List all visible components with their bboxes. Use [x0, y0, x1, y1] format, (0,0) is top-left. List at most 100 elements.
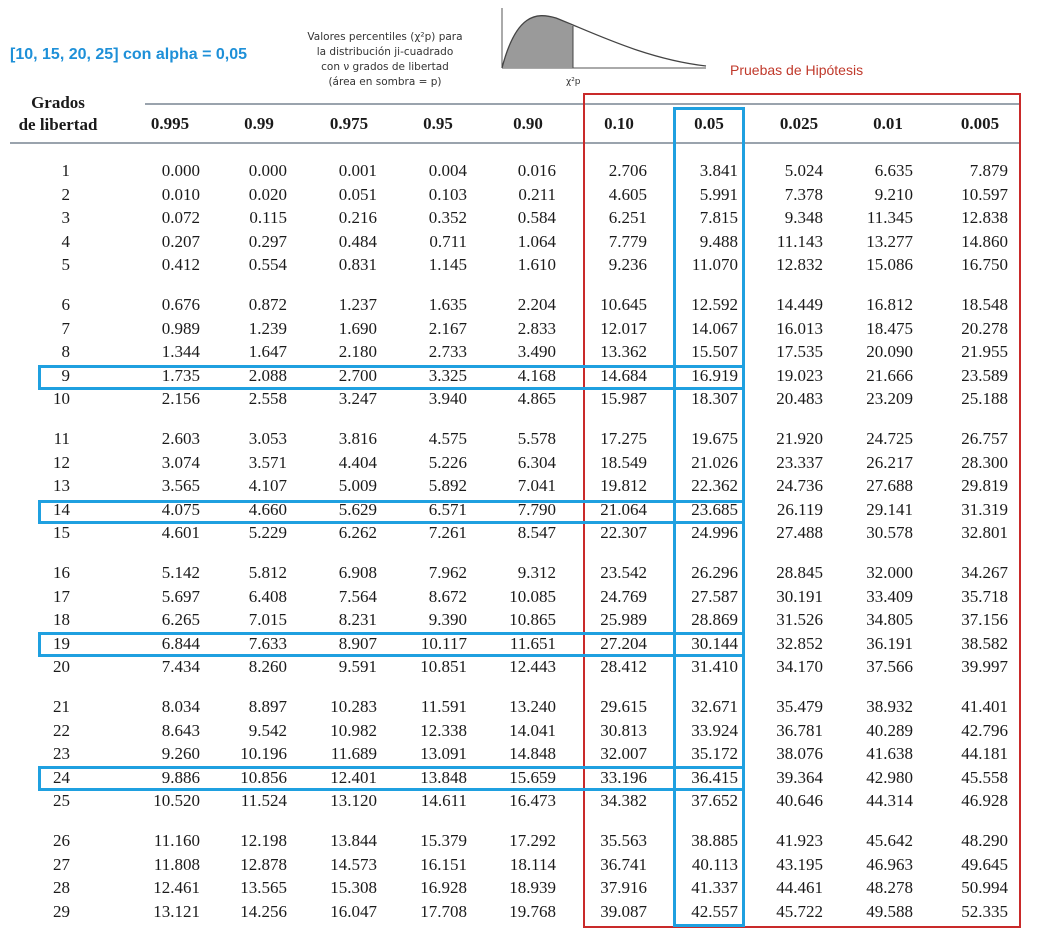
- table-cell: 13.277: [866, 231, 913, 251]
- df-cell: 20: [53, 657, 70, 677]
- table-cell: 36.741: [600, 854, 647, 874]
- table-cell: 20.090: [866, 342, 913, 362]
- table-cell: 14.684: [600, 365, 647, 385]
- table-cell: 3.571: [248, 452, 287, 472]
- table-cell: 3.841: [699, 161, 738, 180]
- table-cell: 0.297: [248, 231, 287, 251]
- table-cell: 42.796: [961, 720, 1008, 740]
- table-cell: 50.994: [961, 878, 1008, 898]
- table-cell: 34.170: [776, 657, 823, 677]
- table-cell: 40.289: [866, 720, 913, 740]
- table-cell: 0.412: [161, 255, 200, 275]
- table-cell: 11.345: [866, 208, 913, 228]
- table-cell: 19.023: [776, 365, 823, 385]
- table-cell: 9.312: [517, 563, 556, 582]
- table-cell: 6.304: [517, 452, 556, 472]
- df-cell: 16: [53, 563, 70, 582]
- table-cell: 8.897: [248, 697, 287, 716]
- table-cell: 27.204: [600, 633, 647, 653]
- table-cell: 2.603: [161, 429, 200, 448]
- table-cell: 6.844: [161, 633, 200, 653]
- table-cell: 40.113: [691, 854, 738, 874]
- df-cell: 7: [61, 318, 71, 338]
- table-cell: 16.473: [509, 791, 556, 811]
- df-cell: 25: [53, 791, 70, 811]
- table-cell: 0.103: [428, 184, 467, 204]
- table-cell: 7.962: [428, 563, 467, 582]
- table-cell: 9.260: [161, 744, 200, 764]
- table-cell: 13.120: [330, 791, 377, 811]
- table-cell: 10.597: [961, 184, 1008, 204]
- table-cell: 5.009: [338, 476, 377, 496]
- table-cell: 43.195: [776, 854, 823, 874]
- table-cell: 0.216: [338, 208, 377, 228]
- table-cell: 21.026: [691, 452, 738, 472]
- table-cell: 5.812: [248, 563, 287, 582]
- caption-line: (área en sombra = p): [328, 76, 442, 88]
- table-cell: 29.819: [961, 476, 1008, 496]
- df-cell: 21: [53, 697, 70, 716]
- table-cell: 8.547: [517, 523, 556, 543]
- df-cell: 5: [61, 255, 71, 275]
- df-cell: 9: [61, 365, 71, 385]
- table-cell: 7.790: [517, 499, 556, 519]
- df-cell: 12: [53, 452, 70, 472]
- table-cell: 22.307: [600, 523, 647, 543]
- table-cell: 19.675: [691, 429, 738, 448]
- df-cell: 15: [53, 523, 70, 543]
- table-cell: 44.181: [961, 744, 1008, 764]
- df-cell: 19: [53, 633, 70, 653]
- table-cell: 28.300: [961, 452, 1008, 472]
- table-cell: 2.833: [517, 318, 556, 338]
- table-cell: 11.143: [776, 231, 823, 251]
- table-cell: 20.483: [776, 389, 823, 409]
- table-cell: 10.982: [330, 720, 377, 740]
- table-cell: 12.832: [776, 255, 823, 275]
- table-cell: 4.605: [608, 184, 647, 204]
- table-cell: 27.587: [691, 586, 738, 606]
- df-cell: 1: [61, 161, 71, 180]
- table-cell: 28.845: [776, 563, 823, 582]
- table-cell: 34.382: [600, 791, 647, 811]
- table-cell: 21.920: [776, 429, 823, 448]
- table-cell: 14.848: [509, 744, 556, 764]
- table-cell: 7.879: [969, 161, 1008, 180]
- table-cell: 3.325: [428, 365, 467, 385]
- table-cell: 16.919: [691, 365, 738, 385]
- table-cell: 45.642: [866, 831, 913, 850]
- table-cell: 31.319: [961, 499, 1008, 519]
- table-cell: 14.041: [509, 720, 556, 740]
- table-cell: 29.141: [866, 499, 913, 519]
- df-header-line: de libertad: [18, 115, 98, 134]
- table-cell: 20.278: [961, 318, 1008, 338]
- table-cell: 25.188: [961, 389, 1008, 409]
- annotation-text: [10, 15, 20, 25] con alpha = 0,05: [10, 46, 248, 63]
- table-cell: 48.290: [961, 831, 1008, 850]
- table-cell: 39.364: [776, 767, 823, 787]
- table-cell: 12.198: [240, 831, 287, 850]
- table-cell: 3.053: [248, 429, 287, 448]
- table-cell: 7.434: [161, 657, 200, 677]
- table-cell: 6.265: [161, 610, 200, 630]
- table-cell: 6.908: [338, 563, 377, 582]
- table-cell: 7.779: [608, 231, 647, 251]
- table-cell: 9.348: [784, 208, 823, 228]
- table-cell: 31.410: [691, 657, 738, 677]
- table-cell: 30.813: [600, 720, 647, 740]
- table-cell: 7.815: [699, 208, 738, 228]
- caption-line: Valores percentiles (χ²p) para: [307, 31, 463, 43]
- table-cell: 7.633: [248, 633, 287, 653]
- table-cell: 38.076: [776, 744, 823, 764]
- table-cell: 14.573: [330, 854, 377, 874]
- df-cell: 2: [61, 184, 71, 204]
- table-cell: 24.769: [600, 586, 647, 606]
- table-cell: 25.989: [600, 610, 647, 630]
- table-cell: 1.610: [517, 255, 556, 275]
- table-cell: 16.047: [330, 901, 377, 921]
- table-cell: 8.907: [338, 633, 377, 653]
- table-cell: 1.635: [428, 295, 467, 314]
- df-cell: 18: [53, 610, 70, 630]
- table-cell: 37.916: [600, 878, 647, 898]
- table-cell: 12.401: [330, 767, 377, 787]
- df-cell: 6: [61, 295, 71, 314]
